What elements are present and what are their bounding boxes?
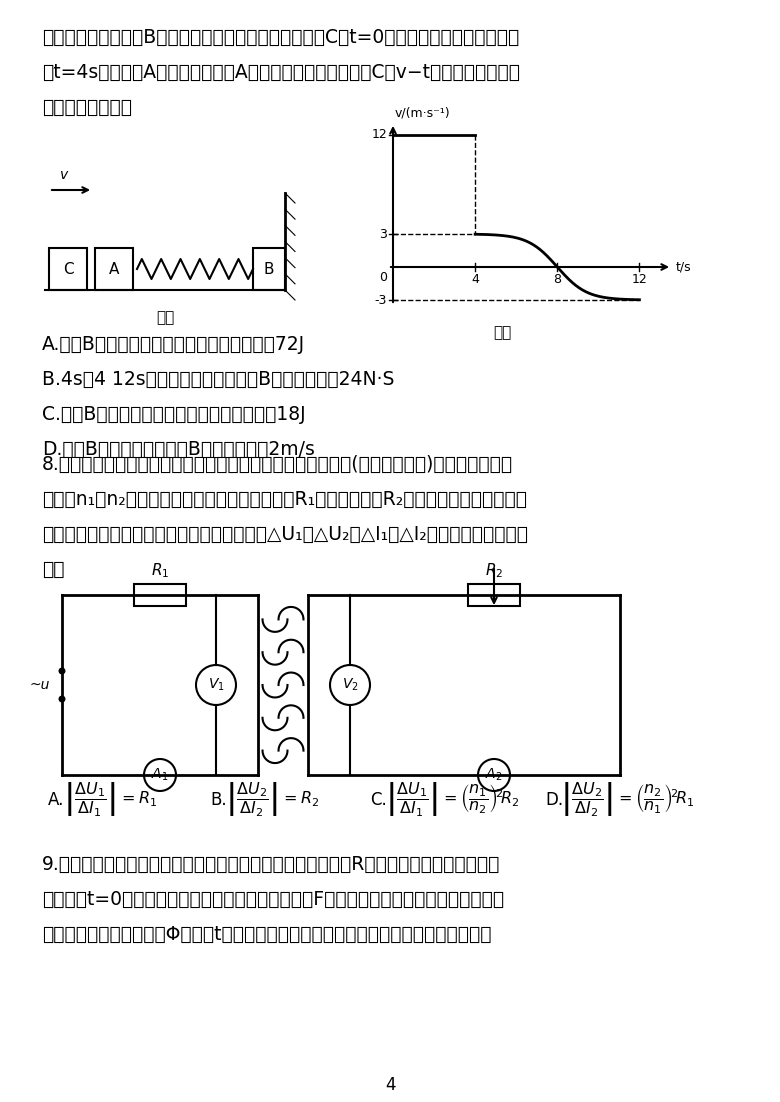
Text: 的水平地面上，物块B右侧与竖直墙相接触。另有一物块C在t=0时刻以一定速度向右运动，: 的水平地面上，物块B右侧与竖直墙相接触。另有一物块C在t=0时刻以一定速度向右运…	[42, 28, 519, 47]
Bar	[95, 248, 133, 290]
Text: B.4s到4 12s的时间内，墙壁对物块B的冲量大小为24N·S: B.4s到4 12s的时间内，墙壁对物块B的冲量大小为24N·S	[42, 370, 395, 389]
Text: 9.如图甲所示，两根倾斜的光滑平行金属轨道，下端接有电阻R，放在垂直斜面向上的匀强: 9.如图甲所示，两根倾斜的光滑平行金属轨道，下端接有电阻R，放在垂直斜面向上的匀…	[42, 855, 501, 874]
Text: -3: -3	[374, 293, 387, 306]
Text: $R_1$: $R_1$	[151, 561, 169, 580]
Text: 磁场中。t=0时刻，一根金属杆在沿轨道向上的外力F的作用下由静止开始向上运动，运动: 磁场中。t=0时刻，一根金属杆在沿轨道向上的外力F的作用下由静止开始向上运动，运…	[42, 890, 504, 909]
Bar	[468, 584, 520, 606]
Text: A.: A.	[48, 791, 65, 809]
Text: 图乙: 图乙	[493, 325, 511, 341]
Circle shape	[58, 695, 66, 702]
Text: $A_1$: $A_1$	[151, 767, 168, 784]
Text: v/(m·s⁻¹): v/(m·s⁻¹)	[395, 107, 451, 120]
Text: $A_2$: $A_2$	[485, 767, 503, 784]
Text: 的是: 的是	[42, 560, 65, 579]
Text: 在t=4s时与物块A相碰，并立即与A粘在一起不再分开，物块C的v−t图像如图乙所示，: 在t=4s时与物块A相碰，并立即与A粘在一起不再分开，物块C的v−t图像如图乙所…	[42, 63, 520, 82]
Text: 0: 0	[379, 271, 387, 284]
Text: 4: 4	[471, 273, 479, 287]
Text: C: C	[62, 261, 73, 277]
Text: 数比为n₁：n₂，电压表和电流表均为理想电表，R₁为定值电阻，R₂为滑动变阻器，当滑片向: 数比为n₁：n₂，电压表和电流表均为理想电表，R₁为定值电阻，R₂为滑动变阻器，…	[42, 490, 527, 509]
Text: $\left|\dfrac{\Delta U_1}{\Delta I_1}\right|=R_1$: $\left|\dfrac{\Delta U_1}{\Delta I_1}\ri…	[63, 781, 157, 819]
Circle shape	[58, 668, 66, 674]
Text: $V_1$: $V_1$	[207, 677, 225, 693]
Text: C.: C.	[370, 791, 387, 809]
Text: D.物块B离开墙壁后，物块B的最大速度为2m/s: D.物块B离开墙壁后，物块B的最大速度为2m/s	[42, 440, 315, 460]
Circle shape	[330, 665, 370, 705]
Text: $\left|\dfrac{\Delta U_2}{\Delta I_2}\right|=\left(\dfrac{n_2}{n_1}\right)^{\!2}: $\left|\dfrac{\Delta U_2}{\Delta I_2}\ri…	[560, 781, 695, 819]
Bar	[49, 248, 87, 290]
Text: 下列说法正确的是: 下列说法正确的是	[42, 98, 132, 117]
Text: 12: 12	[632, 273, 647, 287]
Circle shape	[478, 759, 510, 791]
Text: 过程中闭合电路的磁通量Φ随时间t变化的图象如图乙所示，图线是一条抛物线。不计金属: 过程中闭合电路的磁通量Φ随时间t变化的图象如图乙所示，图线是一条抛物线。不计金属	[42, 925, 491, 944]
Text: $R_2$: $R_2$	[485, 561, 503, 580]
Text: A.物块B离开墙壁前，弹簧的最大弹性势能为72J: A.物块B离开墙壁前，弹簧的最大弹性势能为72J	[42, 335, 305, 354]
Text: 12: 12	[371, 129, 387, 141]
Circle shape	[196, 665, 236, 705]
Text: 左滑动时，电压表、电流表的示数变化分别用△U₁、△U₂、△I₁、△I₂表示，以下说法正确: 左滑动时，电压表、电流表的示数变化分别用△U₁、△U₂、△I₁、△I₂表示，以下…	[42, 525, 528, 544]
Text: $\left|\dfrac{\Delta U_2}{\Delta I_2}\right|=R_2$: $\left|\dfrac{\Delta U_2}{\Delta I_2}\ri…	[225, 781, 319, 819]
Text: 4: 4	[385, 1076, 395, 1094]
Text: $\left|\dfrac{\Delta U_1}{\Delta I_1}\right|=\left(\dfrac{n_1}{n_2}\right)^{\!2}: $\left|\dfrac{\Delta U_1}{\Delta I_1}\ri…	[385, 781, 519, 819]
Text: 8.如图所示，理想变压器的原线圈与稳定的正弦交流电源相连(电源内阻不计)，原、副线圈匹: 8.如图所示，理想变压器的原线圈与稳定的正弦交流电源相连(电源内阻不计)，原、副…	[42, 455, 513, 474]
Bar	[253, 248, 285, 290]
Text: $V_2$: $V_2$	[342, 677, 358, 693]
Text: A: A	[109, 261, 119, 277]
Text: 3: 3	[379, 227, 387, 240]
Text: ~u: ~u	[30, 678, 50, 692]
Text: B.: B.	[210, 791, 227, 809]
Text: v: v	[60, 168, 68, 182]
Text: B: B	[264, 261, 275, 277]
Bar	[134, 584, 186, 606]
Text: 图甲: 图甲	[156, 310, 174, 325]
Text: 8: 8	[553, 273, 562, 287]
Circle shape	[144, 759, 176, 791]
Text: t/s: t/s	[676, 260, 692, 273]
Text: D.: D.	[545, 791, 563, 809]
Text: C.物块B离开墙壁后，弹簧的最大弹性势能为18J: C.物块B离开墙壁后，弹簧的最大弹性势能为18J	[42, 406, 306, 424]
